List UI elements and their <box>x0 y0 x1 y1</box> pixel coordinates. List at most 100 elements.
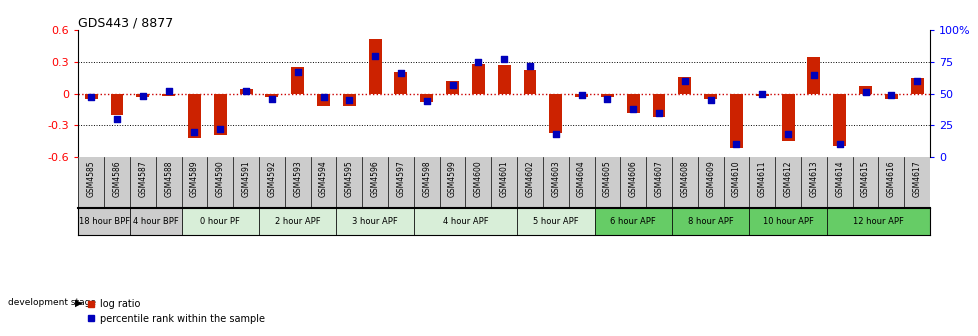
Text: GDS443 / 8877: GDS443 / 8877 <box>78 16 173 29</box>
Point <box>264 96 280 101</box>
Text: GSM4598: GSM4598 <box>422 161 431 197</box>
Point <box>238 88 253 94</box>
Point <box>779 131 795 137</box>
Bar <box>884 93 897 99</box>
Text: GSM4610: GSM4610 <box>732 161 740 197</box>
Point <box>857 90 872 95</box>
Text: GSM4590: GSM4590 <box>215 161 225 197</box>
FancyBboxPatch shape <box>826 208 929 235</box>
Text: 8 hour APF: 8 hour APF <box>688 217 733 226</box>
Bar <box>652 93 665 117</box>
Bar <box>859 86 871 93</box>
FancyBboxPatch shape <box>336 208 414 235</box>
Point <box>393 71 409 76</box>
Text: GSM4615: GSM4615 <box>860 161 869 197</box>
Text: 6 hour APF: 6 hour APF <box>609 217 655 226</box>
FancyBboxPatch shape <box>414 208 516 235</box>
FancyBboxPatch shape <box>78 208 130 235</box>
Text: GSM4597: GSM4597 <box>396 161 405 197</box>
Bar <box>290 67 304 93</box>
Point <box>110 116 125 122</box>
Point <box>419 98 434 104</box>
Bar <box>369 39 381 93</box>
Bar <box>471 64 484 93</box>
Text: GSM4606: GSM4606 <box>628 161 637 197</box>
Text: GSM4586: GSM4586 <box>112 161 121 197</box>
Bar <box>111 93 123 115</box>
Bar <box>678 77 690 93</box>
Text: GSM4595: GSM4595 <box>344 161 353 197</box>
Text: GSM4612: GSM4612 <box>782 161 792 197</box>
Text: GSM4601: GSM4601 <box>499 161 509 197</box>
Text: ▶: ▶ <box>75 297 83 307</box>
Bar <box>600 93 613 97</box>
FancyBboxPatch shape <box>181 208 259 235</box>
Text: GSM4608: GSM4608 <box>680 161 689 197</box>
Point <box>599 96 614 101</box>
Bar <box>807 57 820 93</box>
Text: GSM4603: GSM4603 <box>551 161 559 197</box>
Text: 4 hour BPF: 4 hour BPF <box>133 217 178 226</box>
Bar <box>497 65 511 93</box>
Point <box>135 93 151 99</box>
Text: GSM4614: GSM4614 <box>834 161 843 197</box>
Text: GSM4588: GSM4588 <box>164 161 173 197</box>
FancyBboxPatch shape <box>259 208 336 235</box>
Bar <box>549 93 561 133</box>
Point <box>521 63 537 69</box>
Point <box>805 72 821 77</box>
Point <box>160 88 176 94</box>
FancyBboxPatch shape <box>130 208 181 235</box>
Point <box>831 141 847 147</box>
Bar <box>265 93 278 97</box>
Point <box>444 82 460 87</box>
Text: GSM4599: GSM4599 <box>448 161 457 197</box>
Text: 0 hour PF: 0 hour PF <box>200 217 240 226</box>
Text: GSM4616: GSM4616 <box>886 161 895 197</box>
Bar <box>755 93 768 96</box>
Text: GSM4589: GSM4589 <box>190 161 199 197</box>
Point <box>677 78 692 84</box>
Legend: log ratio, percentile rank within the sample: log ratio, percentile rank within the sa… <box>83 295 268 328</box>
Point <box>909 78 924 84</box>
Point <box>728 141 743 147</box>
Text: GSM4594: GSM4594 <box>319 161 328 197</box>
Text: GSM4600: GSM4600 <box>473 161 482 197</box>
Text: GSM4593: GSM4593 <box>292 161 302 197</box>
Text: development stage: development stage <box>8 298 96 307</box>
Bar <box>394 73 407 93</box>
Point <box>548 131 563 137</box>
Text: GSM4611: GSM4611 <box>757 161 766 197</box>
Text: GSM4609: GSM4609 <box>705 161 715 197</box>
Bar <box>574 93 588 97</box>
Text: GSM4587: GSM4587 <box>138 161 148 197</box>
Bar <box>420 93 432 102</box>
Bar <box>213 93 227 135</box>
Point <box>367 53 382 58</box>
Text: 5 hour APF: 5 hour APF <box>532 217 578 226</box>
Bar <box>342 93 355 106</box>
Point <box>212 126 228 132</box>
Bar <box>626 93 639 113</box>
FancyBboxPatch shape <box>516 208 594 235</box>
Text: 10 hour APF: 10 hour APF <box>762 217 813 226</box>
Point <box>496 57 511 62</box>
Bar <box>780 93 794 141</box>
FancyBboxPatch shape <box>748 208 826 235</box>
Point <box>315 95 331 100</box>
Text: GSM4591: GSM4591 <box>242 161 250 197</box>
Text: GSM4592: GSM4592 <box>267 161 276 197</box>
Bar <box>240 89 252 93</box>
Text: GSM4596: GSM4596 <box>371 161 379 197</box>
Point <box>754 91 770 96</box>
Point <box>341 97 357 102</box>
Text: GSM4604: GSM4604 <box>576 161 586 197</box>
Bar <box>188 93 200 138</box>
Text: GSM4617: GSM4617 <box>911 161 920 197</box>
Point <box>625 106 641 112</box>
Text: GSM4607: GSM4607 <box>654 161 663 197</box>
FancyBboxPatch shape <box>671 208 748 235</box>
Point <box>187 129 202 134</box>
Text: 18 hour BPF: 18 hour BPF <box>78 217 129 226</box>
Point <box>702 97 718 102</box>
